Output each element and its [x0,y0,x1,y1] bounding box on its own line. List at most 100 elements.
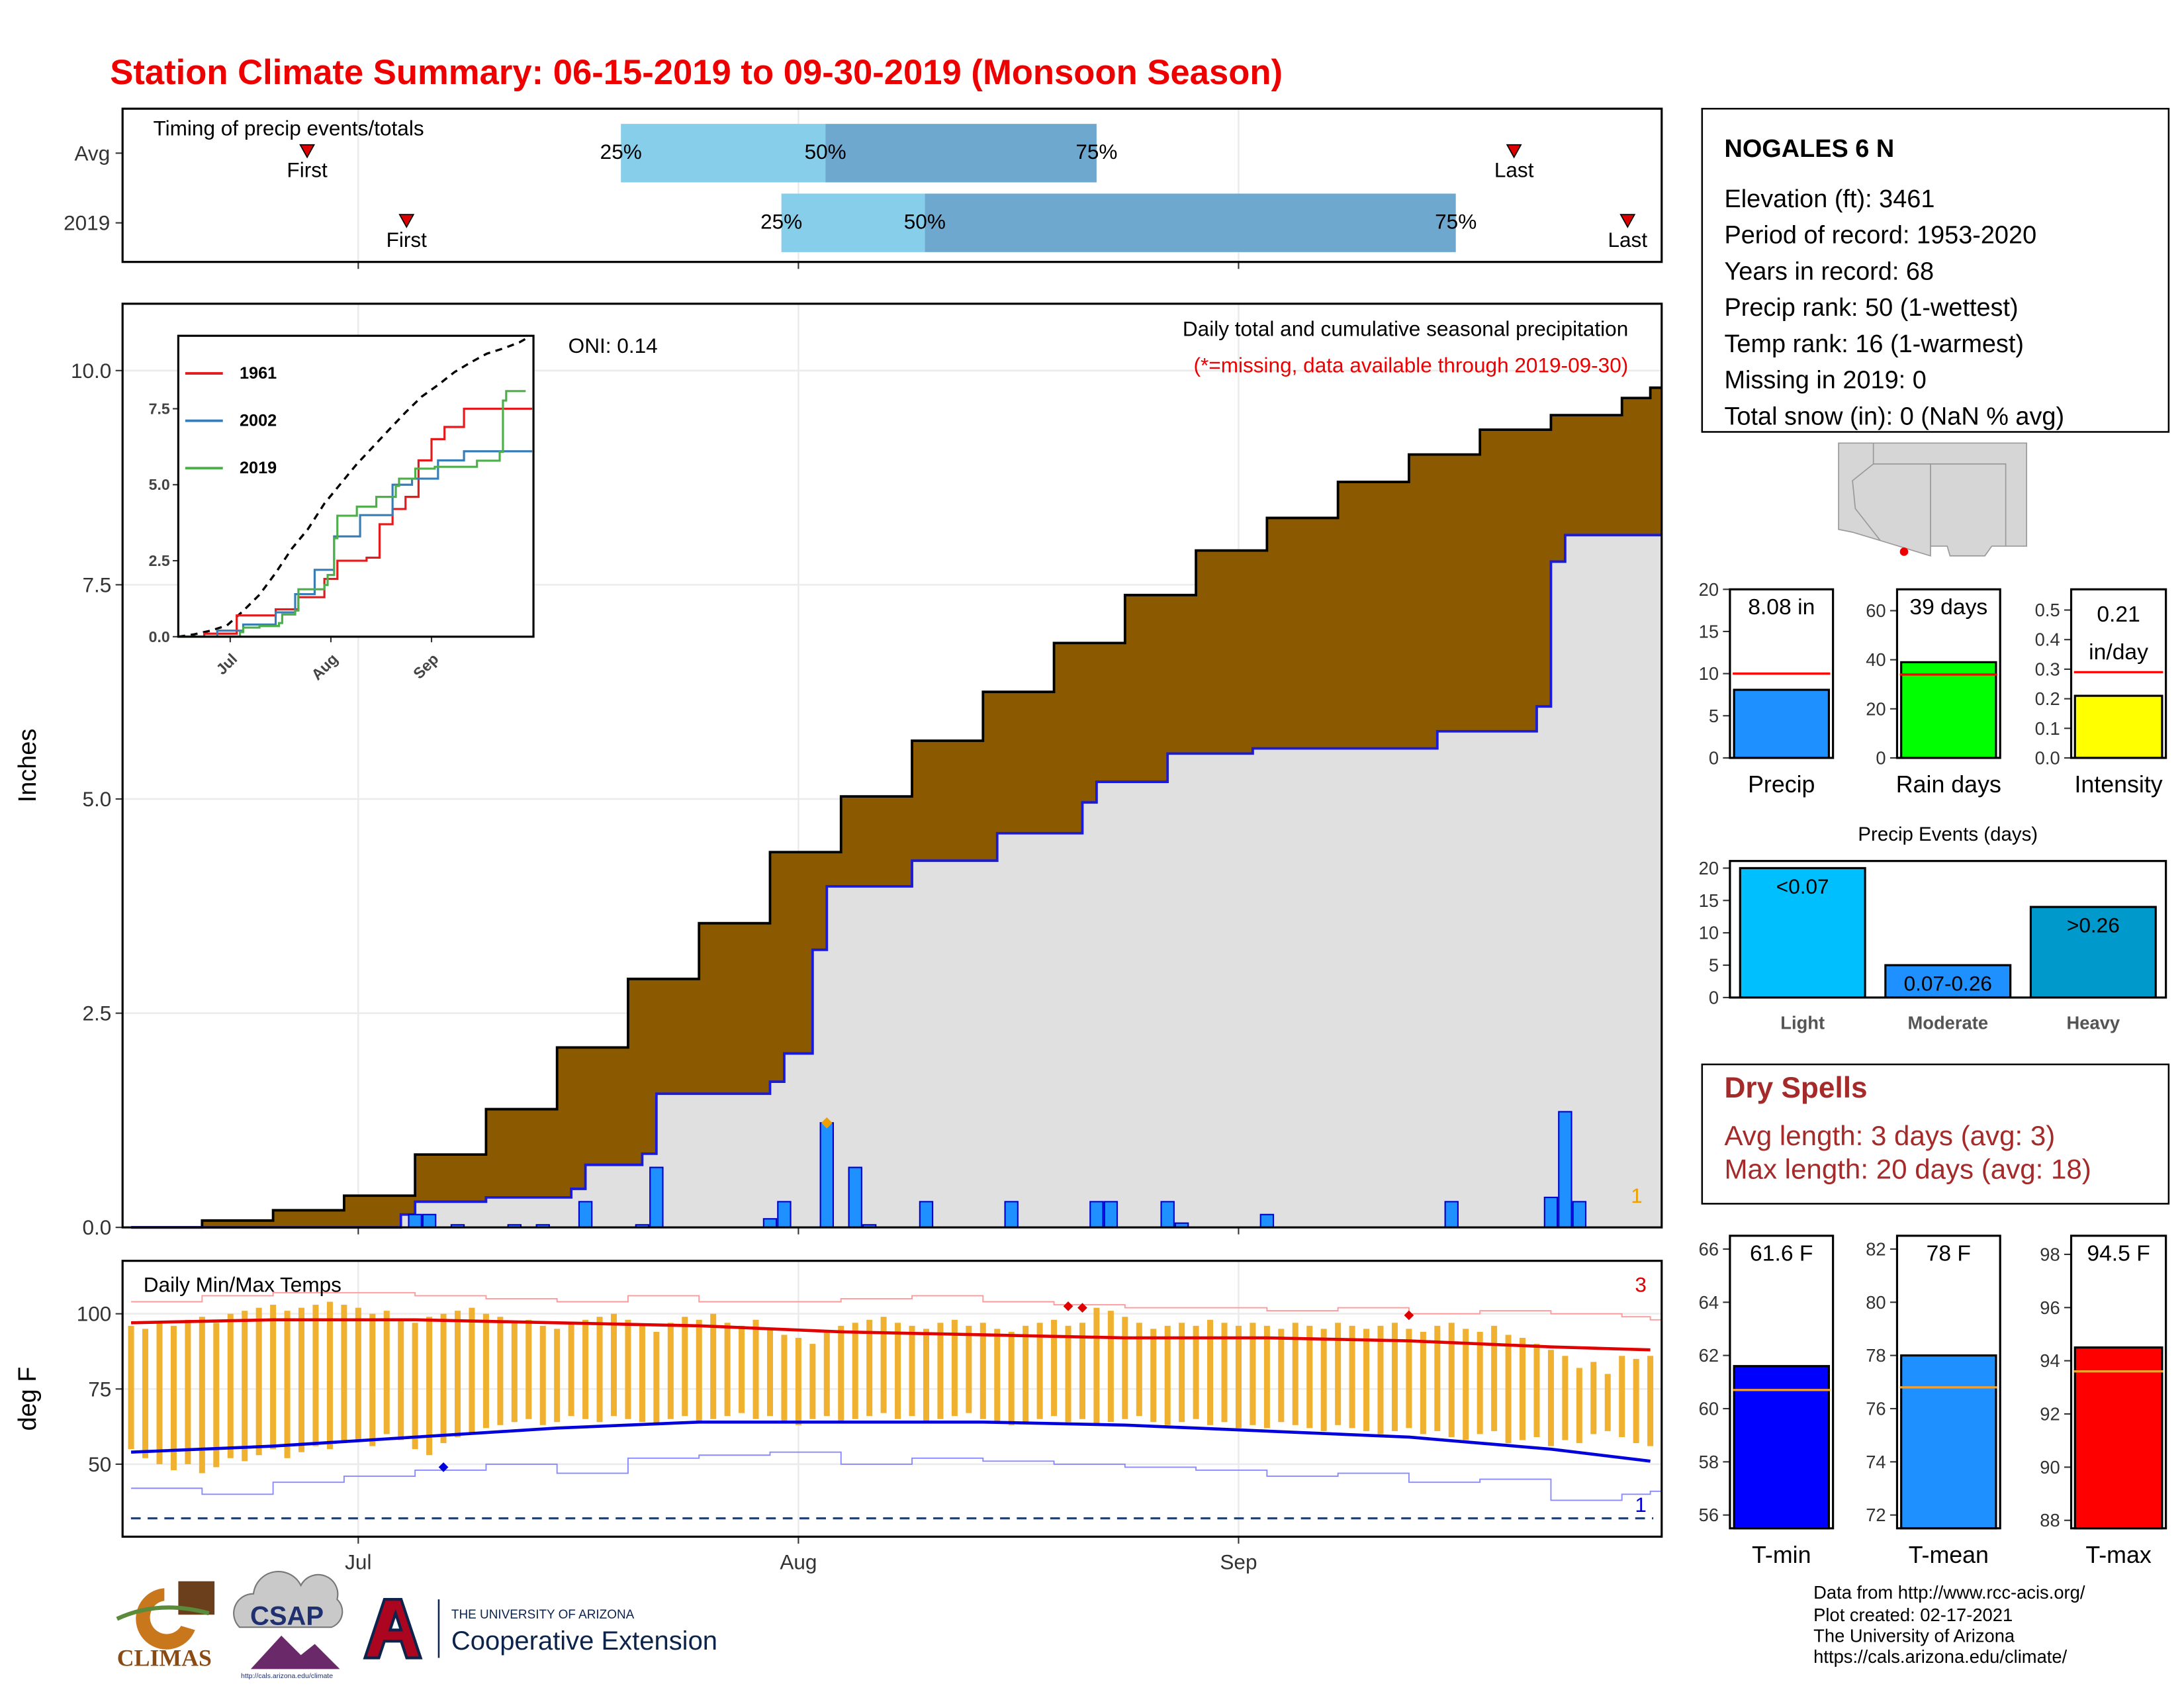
daily-bar [848,1166,862,1229]
x-tick-label: T-mean [1909,1542,1989,1568]
daily-bar [1160,1201,1175,1229]
event-marker [1619,214,1636,228]
station-line: Years in record: 68 [1724,258,1934,285]
temp-bar [1250,1323,1256,1425]
y-tick-label: 7.5 [83,573,112,596]
y-tick-label: 10.0 [71,359,111,383]
value-label: 78 F [1927,1242,1971,1266]
quantile-label: 75% [1435,210,1477,234]
temp-bar [440,1313,447,1444]
temp-bar [1023,1325,1029,1423]
temp-bar [895,1323,901,1419]
y-tick-label: 15 [1699,621,1719,641]
temp-bar [1547,1350,1554,1446]
climas-stroke [116,1605,210,1621]
temp-bar [710,1313,717,1419]
daily-bar [408,1213,422,1229]
temp-bar [682,1317,688,1417]
csap-text: CSAP [250,1601,324,1630]
normal-line [130,1420,1651,1463]
temp-bar [469,1307,475,1434]
row-label: Avg [74,141,110,165]
x-tick-label: Precip [1748,771,1815,798]
temp-bar [739,1325,745,1413]
bar [1900,1354,1997,1530]
temp-bar [511,1323,518,1423]
y-tick-label: 78 [1866,1345,1886,1366]
page-title: Station Climate Summary: 06-15-2019 to 0… [110,53,1283,92]
temp-bar [369,1313,376,1446]
x-tick-label: Rain days [1896,771,2001,798]
footer-line: Data from http://www.rcc-acis.org/ [1813,1582,2085,1603]
temp-bar [951,1319,958,1417]
temp-bar [383,1311,390,1434]
y-tick-label: 10 [1699,663,1719,684]
temp-bar [823,1331,830,1417]
temp-bar [170,1325,177,1470]
quantile-label: 50% [904,210,946,234]
record-line [131,1451,1662,1501]
y-tick-label: 62 [1699,1345,1719,1366]
quartile-bar [825,124,1097,183]
temp-bar [1505,1335,1512,1444]
temp-bar [1065,1325,1071,1423]
temp-bar [1349,1325,1355,1429]
plot-frame [1729,588,1835,759]
logos: CLIMAS CSAP http://cals.arizona.edu/clim… [116,1571,717,1680]
temp-bar [1193,1325,1199,1419]
map-land [1838,442,2028,557]
event-marker [299,144,316,159]
normal-line [131,1318,1651,1352]
temp-bar [866,1319,873,1417]
temp-bar [1036,1323,1043,1419]
temp-bar [242,1311,248,1462]
row-label: 2019 [64,211,110,235]
station-line: Missing in 2019: 0 [1724,367,1926,395]
temp-bar [1363,1329,1370,1431]
climas-text: CLIMAS [117,1645,212,1671]
temp-bar [1320,1329,1327,1431]
event-marker [398,214,415,228]
cumulative-line [131,386,1662,1229]
class-label: 0.07-0.26 [1904,971,1992,995]
station-line: Period of record: 1953-2020 [1724,222,2036,250]
daily-bar [578,1201,593,1229]
temp-bar [937,1323,944,1419]
station-line: Elevation (ft): 3461 [1724,185,1934,213]
x-tick-label: Jul [345,1550,371,1573]
temp-bar [667,1323,674,1419]
temp-bar [1051,1319,1058,1417]
temp-bar [1520,1338,1526,1440]
plot-frame [1729,1235,1835,1530]
y-tick-label: 0.1 [2035,718,2060,739]
record-count: 1 [1631,1184,1643,1207]
y-tick-label: 100 [77,1302,112,1326]
plot-frame [121,107,1663,263]
daily-bar [762,1218,778,1229]
map-border [1930,463,2007,547]
inset-bg [178,336,534,637]
ua-big: Cooperative Extension [451,1626,717,1656]
y-tick-label: 56 [1699,1505,1719,1525]
footer-line: Plot created: 02-17-2021 [1813,1605,2013,1625]
y-tick-label: 90 [2040,1457,2060,1477]
record-count: 3 [1635,1272,1647,1296]
station-line: Temp rank: 16 (1-warmest) [1724,330,2024,358]
temp-bar [1633,1358,1639,1444]
y-tick-label: 98 [2040,1244,2060,1264]
temp-bar [213,1323,220,1468]
y-tick-label: 96 [2040,1297,2060,1318]
temp-bar [752,1319,759,1419]
temp-bar [1391,1323,1398,1431]
temp-bar [1434,1325,1441,1431]
daily-bar [777,1201,792,1229]
class-label: >0.26 [2067,913,2120,937]
y-tick-label: 2.5 [149,552,170,569]
plot-frame [1729,860,2167,999]
inset-frame [177,334,535,638]
temp-bar [1306,1325,1313,1429]
dry-spells-line: Avg length: 3 days (avg: 3) [1724,1120,2055,1151]
temp-bar [1136,1323,1142,1417]
daily-bar [1572,1201,1587,1229]
